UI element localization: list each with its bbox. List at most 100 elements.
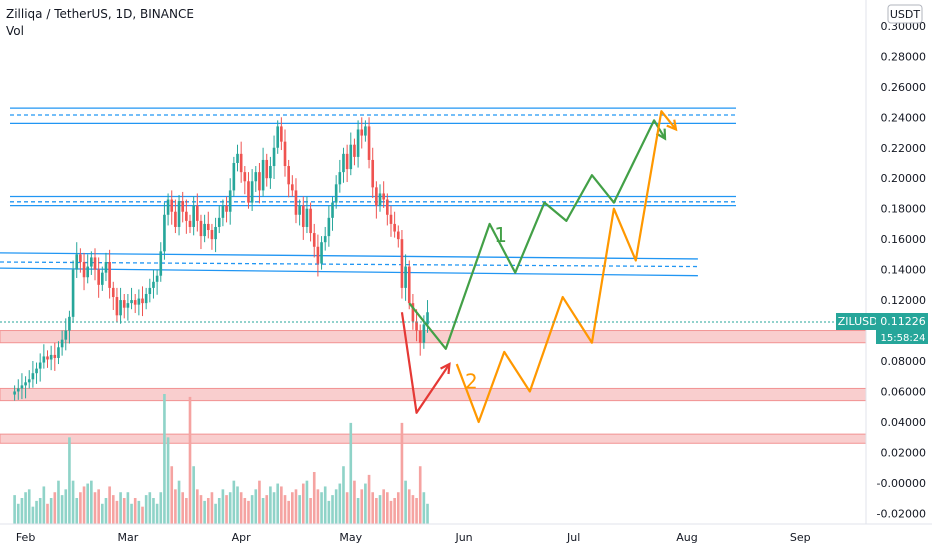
candle-body bbox=[192, 205, 195, 227]
candle-body bbox=[210, 230, 214, 240]
candle-body bbox=[353, 144, 356, 157]
candle-body bbox=[386, 199, 389, 215]
projection-path bbox=[455, 110, 677, 424]
volume-bar bbox=[301, 483, 305, 524]
volume-bar bbox=[371, 492, 375, 524]
candle-body bbox=[254, 172, 258, 182]
volume-bar bbox=[188, 396, 192, 524]
candle-body bbox=[126, 303, 130, 308]
candle-body bbox=[16, 388, 20, 392]
price-tick-label: 0.26000 bbox=[881, 81, 927, 94]
time-tick-label: Mar bbox=[118, 531, 139, 544]
time-tick-label: Jun bbox=[454, 531, 472, 544]
volume-bar bbox=[316, 489, 320, 524]
volume-bar bbox=[404, 480, 407, 524]
candle-body bbox=[203, 223, 206, 237]
candle-body bbox=[298, 205, 301, 215]
volume-bar bbox=[20, 498, 24, 524]
volume-bar bbox=[239, 492, 243, 524]
volume-bar bbox=[367, 474, 371, 524]
volume-bar bbox=[181, 492, 185, 524]
price-tick-label: 0.18000 bbox=[881, 203, 927, 216]
volume-bar bbox=[152, 498, 155, 524]
candle-body bbox=[152, 281, 155, 288]
volume-bar bbox=[283, 495, 287, 524]
volume-bar bbox=[287, 500, 290, 524]
candle-body bbox=[323, 236, 327, 243]
candle-body bbox=[239, 153, 243, 173]
candle-body bbox=[42, 356, 46, 363]
symbol-title: Zilliqa / TetherUS, 1D, BINANCE bbox=[6, 7, 194, 21]
volume-bar bbox=[345, 492, 349, 524]
projection-label: 2 bbox=[465, 369, 478, 393]
volume-bar bbox=[115, 500, 119, 524]
candle-body bbox=[382, 193, 385, 200]
price-tick-label: 0.02000 bbox=[881, 446, 927, 459]
volume-bar bbox=[418, 466, 422, 524]
volume-bar bbox=[130, 503, 133, 524]
candle-body bbox=[316, 246, 320, 264]
time-tick-label: Aug bbox=[676, 531, 697, 544]
candle-body bbox=[144, 293, 148, 304]
volume-bar bbox=[393, 498, 396, 524]
candle-body bbox=[111, 287, 115, 298]
candle-body bbox=[367, 126, 371, 160]
candle-body bbox=[75, 254, 79, 270]
time-axis[interactable]: Feb Mar Apr May Jun Jul Aug Sep bbox=[0, 523, 932, 550]
candle-body bbox=[349, 144, 353, 170]
volume-bar bbox=[68, 437, 71, 524]
candle-body bbox=[404, 266, 407, 288]
candle-body bbox=[64, 330, 68, 340]
volume-bar bbox=[185, 498, 188, 524]
projection-path bbox=[400, 312, 451, 414]
currency-label-box[interactable]: USDT bbox=[887, 4, 923, 24]
candle-body bbox=[225, 205, 228, 212]
volume-bar bbox=[360, 489, 364, 524]
candle-body bbox=[57, 347, 60, 358]
candle-body bbox=[426, 312, 429, 325]
candle-body bbox=[97, 269, 100, 285]
candle-body bbox=[174, 211, 177, 227]
volume-bar bbox=[228, 492, 232, 524]
candle-body bbox=[214, 226, 217, 240]
volume-bar bbox=[407, 489, 411, 524]
candle-body bbox=[188, 220, 192, 227]
candle-body bbox=[243, 172, 247, 182]
candle-body bbox=[49, 354, 53, 360]
projection-paths: 12 bbox=[400, 110, 678, 424]
candle-body bbox=[90, 257, 93, 267]
sloped-level bbox=[0, 261, 698, 268]
time-tick-label: Feb bbox=[16, 531, 35, 544]
candle-body bbox=[133, 300, 137, 305]
candle-body bbox=[20, 385, 24, 389]
sloped-level bbox=[0, 252, 698, 260]
volume-bar bbox=[155, 503, 159, 524]
candle-body bbox=[334, 184, 338, 203]
badge-symbol: ZILUSDT bbox=[838, 315, 885, 328]
price-axis[interactable]: 0.300000.280000.260000.240000.220000.200… bbox=[865, 0, 932, 524]
volume-bar bbox=[265, 495, 269, 524]
volume-bar bbox=[133, 498, 137, 524]
candle-body bbox=[137, 298, 141, 305]
volume-bar bbox=[327, 500, 331, 524]
candle-body bbox=[396, 231, 400, 240]
volume-bar bbox=[174, 489, 177, 524]
candle-body bbox=[100, 272, 104, 285]
candle-body bbox=[46, 356, 49, 360]
volume-bar bbox=[86, 483, 90, 524]
candle-body bbox=[327, 217, 331, 237]
candle-body bbox=[411, 303, 415, 322]
candle-body bbox=[393, 223, 396, 232]
time-tick-label: May bbox=[339, 531, 362, 544]
price-tick-label: 0.16000 bbox=[881, 233, 927, 246]
volume-bar bbox=[305, 480, 309, 524]
candle-body bbox=[115, 297, 119, 316]
candle-body bbox=[31, 373, 35, 380]
candle-body bbox=[269, 166, 272, 179]
price-tick-label: 0.06000 bbox=[881, 385, 927, 398]
volume-bar bbox=[75, 498, 79, 524]
price-tick-label: -0.02000 bbox=[877, 507, 926, 520]
candle-body bbox=[291, 184, 294, 191]
volume-bar bbox=[119, 492, 122, 524]
